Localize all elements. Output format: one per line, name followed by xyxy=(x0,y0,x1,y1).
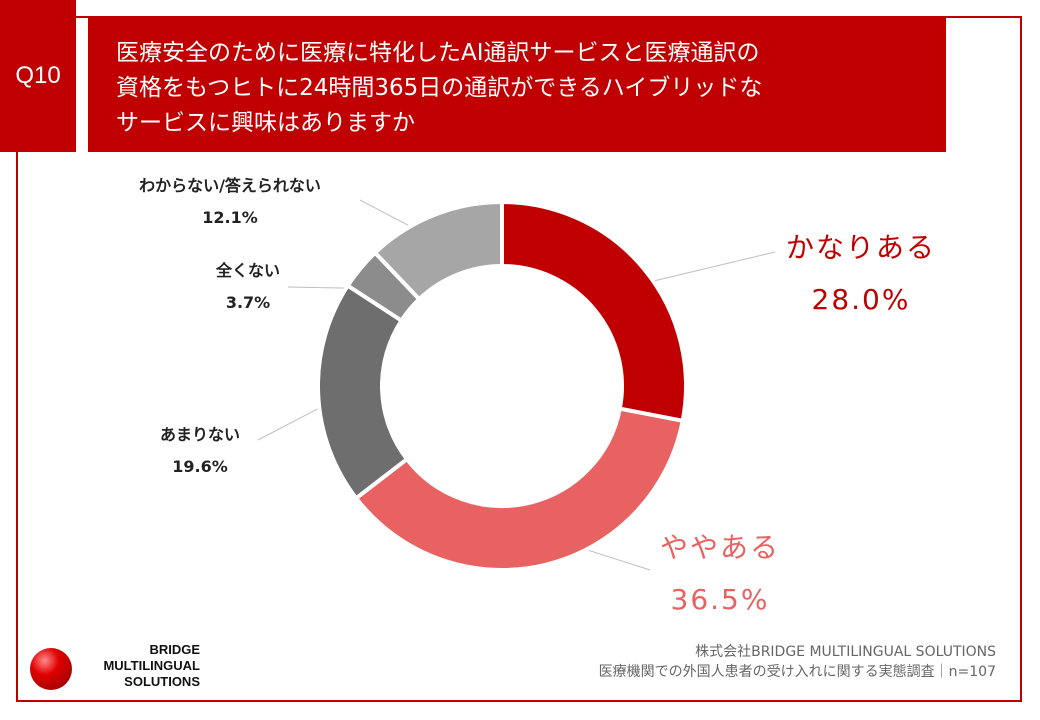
question-number-badge: Q10 xyxy=(0,0,76,152)
slice-wakaranai xyxy=(372,199,504,302)
slice-value-wakaranai: 12.1% xyxy=(202,208,258,227)
logo-sphere-icon xyxy=(30,648,72,690)
source-note: 株式会社BRIDGE MULTILINGUAL SOLUTIONS 医療機関での… xyxy=(599,642,996,682)
slice-label-amari: あまりない 19.6% xyxy=(140,419,260,483)
slice-name-mattaku: 全くない xyxy=(215,261,280,280)
slice-kanari xyxy=(500,199,688,424)
slice-name-yaya: ややある xyxy=(659,531,780,564)
slice-label-kanari: かなりある 28.0% xyxy=(776,222,946,326)
logo-line3: SOLUTIONS xyxy=(124,674,200,689)
slice-yaya xyxy=(353,406,686,572)
chart-title: 医療安全のために医療に特化したAI通訳サービスと医療通訳の 資格をもつヒトに24… xyxy=(88,16,946,152)
donut-slices xyxy=(316,199,688,572)
slice-name-amari: あまりない xyxy=(159,425,240,444)
slice-value-yaya: 36.5% xyxy=(670,583,770,616)
logo-text: BRIDGE MULTILINGUAL SOLUTIONS xyxy=(76,642,200,690)
source-survey: 医療機関での外国人患者の受け入れに関する実態調査｜n=107 xyxy=(598,664,996,680)
source-company: 株式会社BRIDGE MULTILINGUAL SOLUTIONS xyxy=(695,644,996,660)
slice-label-wakaranai: わからない/答えられない 12.1% xyxy=(110,170,350,234)
slice-label-yaya: ややある 36.5% xyxy=(640,522,800,626)
slice-name-kanari: かなりある xyxy=(785,231,936,264)
slice-value-kanari: 28.0% xyxy=(811,283,911,316)
question-number: Q10 xyxy=(15,62,61,89)
slice-name-wakaranai: わからない/答えられない xyxy=(139,176,321,195)
slice-value-amari: 19.6% xyxy=(172,457,228,476)
company-logo: BRIDGE MULTILINGUAL SOLUTIONS xyxy=(30,640,200,696)
slice-label-mattaku: 全くない 3.7% xyxy=(188,255,308,319)
logo-line2: MULTILINGUAL xyxy=(103,658,200,673)
slice-value-mattaku: 3.7% xyxy=(225,293,271,312)
logo-line1: BRIDGE xyxy=(149,642,200,657)
